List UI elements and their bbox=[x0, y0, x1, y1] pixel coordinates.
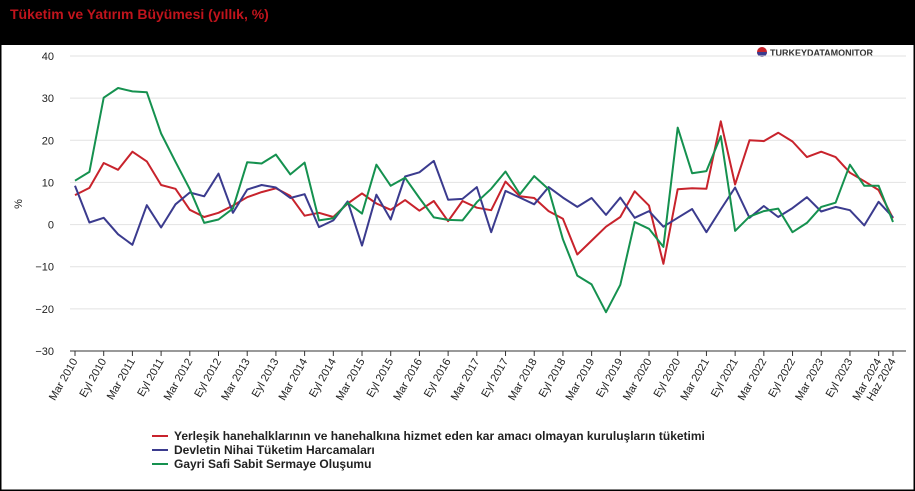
legend-label: Gayri Safi Sabit Sermaye Oluşumu bbox=[174, 457, 371, 471]
series-line bbox=[74, 159, 894, 247]
y-tick-label: 20 bbox=[42, 135, 54, 147]
y-tick-label: 40 bbox=[42, 51, 54, 63]
y-tick-label: 0 bbox=[48, 220, 54, 232]
source-logo: TURKEYDATAMONITOR bbox=[770, 48, 873, 58]
series-line bbox=[74, 87, 894, 314]
y-tick-label: 30 bbox=[42, 93, 54, 105]
y-tick-label: −20 bbox=[35, 304, 54, 316]
header-bar bbox=[0, 0, 915, 45]
y-tick-label: −10 bbox=[35, 262, 54, 274]
legend-label: Yerleşik hanehalklarının ve hanehalkına … bbox=[174, 429, 705, 443]
y-axis-label: % bbox=[13, 199, 25, 209]
legend-label: Devletin Nihai Tüketim Harcamaları bbox=[174, 443, 375, 457]
y-tick-label: −30 bbox=[35, 346, 54, 358]
y-tick-label: 10 bbox=[42, 177, 54, 189]
chart-title: Tüketim ve Yatırım Büyümesi (yıllık, %) bbox=[10, 6, 269, 22]
